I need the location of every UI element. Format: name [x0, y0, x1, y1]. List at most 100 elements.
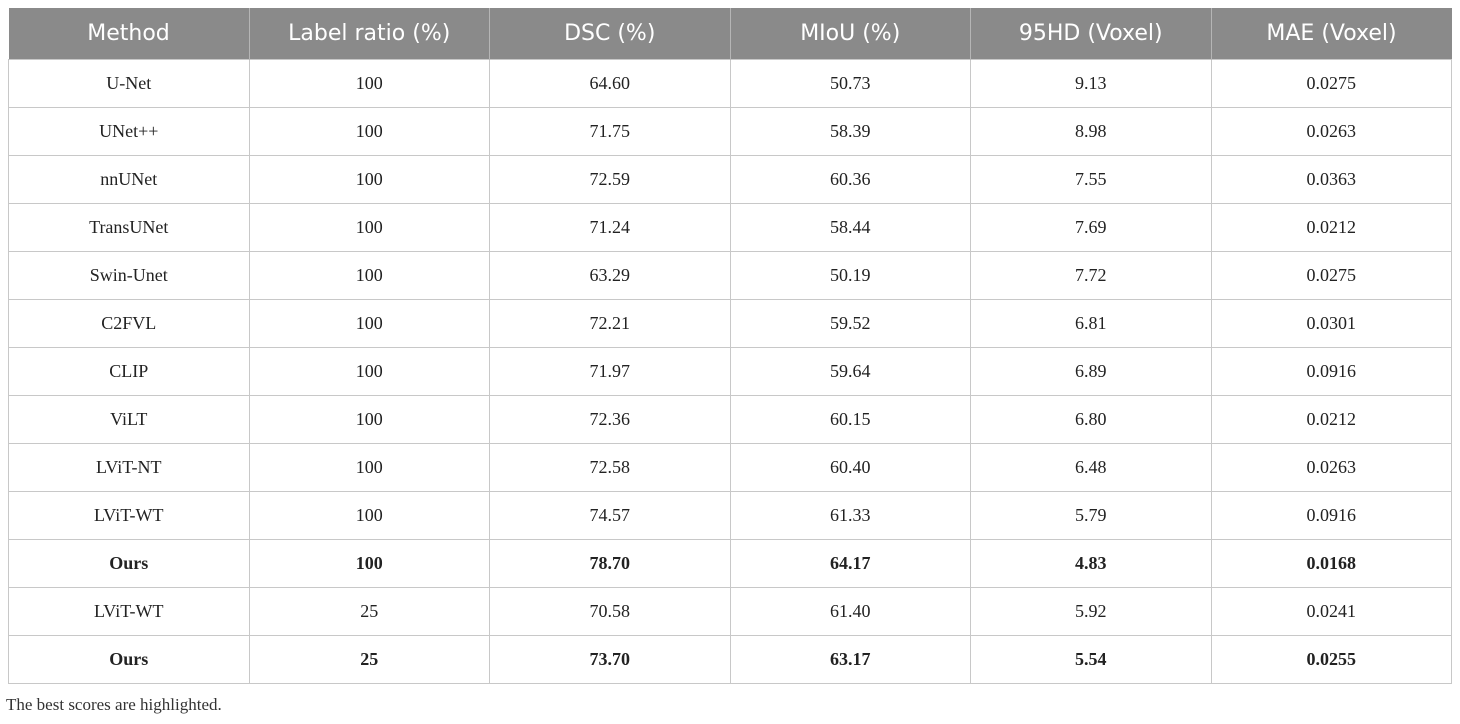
cell-miou: 59.52 [729, 299, 971, 348]
cell-95hd: 6.89 [970, 347, 1212, 396]
cell-method: Ours [8, 635, 250, 684]
cell-95hd: 7.69 [970, 203, 1212, 252]
table-row: Ours 100 78.70 64.17 4.83 0.0168 [8, 539, 1452, 588]
header-dsc: DSC (%) [489, 8, 731, 60]
cell-miou: 61.40 [729, 587, 971, 636]
header-method: Method [8, 8, 250, 60]
cell-mae: 0.0241 [1210, 587, 1452, 636]
cell-label-ratio: 100 [248, 395, 490, 444]
cell-mae: 0.0255 [1210, 635, 1452, 684]
cell-95hd: 6.80 [970, 395, 1212, 444]
cell-method: Swin-Unet [8, 251, 250, 300]
cell-method: ViLT [8, 395, 250, 444]
cell-dsc: 70.58 [489, 587, 731, 636]
cell-label-ratio: 100 [248, 299, 490, 348]
table-row: U-Net 100 64.60 50.73 9.13 0.0275 [8, 59, 1452, 108]
header-row: Method Label ratio (%) DSC (%) MIoU (%) … [8, 8, 1452, 60]
header-95hd: 95HD (Voxel) [970, 8, 1212, 60]
cell-miou: 60.40 [729, 443, 971, 492]
cell-miou: 60.36 [729, 155, 971, 204]
cell-mae: 0.0275 [1210, 251, 1452, 300]
table-row: CLIP 100 71.97 59.64 6.89 0.0916 [8, 347, 1452, 396]
table-footnote: The best scores are highlighted. [6, 695, 222, 714]
cell-miou: 50.19 [729, 251, 971, 300]
cell-dsc: 72.58 [489, 443, 731, 492]
cell-method: U-Net [8, 59, 250, 108]
table-row: C2FVL 100 72.21 59.52 6.81 0.0301 [8, 299, 1452, 348]
header-label-ratio: Label ratio (%) [249, 8, 490, 60]
table-row: LViT-WT 25 70.58 61.40 5.92 0.0241 [8, 587, 1452, 636]
cell-95hd: 7.72 [970, 251, 1212, 300]
cell-label-ratio: 25 [248, 635, 490, 684]
cell-95hd: 5.79 [970, 491, 1212, 540]
cell-miou: 58.44 [729, 203, 971, 252]
cell-label-ratio: 25 [248, 587, 490, 636]
header-mae: MAE (Voxel) [1211, 8, 1452, 60]
cell-mae: 0.0212 [1210, 203, 1452, 252]
cell-miou: 59.64 [729, 347, 971, 396]
results-table-container: Method Label ratio (%) DSC (%) MIoU (%) … [8, 8, 1452, 684]
cell-miou: 64.17 [729, 539, 971, 588]
table-row: nnUNet 100 72.59 60.36 7.55 0.0363 [8, 155, 1452, 204]
cell-miou: 50.73 [729, 59, 971, 108]
cell-label-ratio: 100 [248, 443, 490, 492]
cell-95hd: 9.13 [970, 59, 1212, 108]
cell-mae: 0.0916 [1210, 491, 1452, 540]
cell-miou: 61.33 [729, 491, 971, 540]
cell-method: LViT-WT [8, 491, 250, 540]
results-table: Method Label ratio (%) DSC (%) MIoU (%) … [8, 8, 1452, 684]
cell-95hd: 8.98 [970, 107, 1212, 156]
cell-95hd: 6.81 [970, 299, 1212, 348]
cell-label-ratio: 100 [248, 155, 490, 204]
cell-dsc: 71.97 [489, 347, 731, 396]
cell-95hd: 6.48 [970, 443, 1212, 492]
cell-label-ratio: 100 [248, 539, 490, 588]
cell-method: nnUNet [8, 155, 250, 204]
cell-mae: 0.0263 [1210, 107, 1452, 156]
cell-mae: 0.0212 [1210, 395, 1452, 444]
table-row: LViT-NT 100 72.58 60.40 6.48 0.0263 [8, 443, 1452, 492]
cell-mae: 0.0916 [1210, 347, 1452, 396]
cell-miou: 58.39 [729, 107, 971, 156]
cell-label-ratio: 100 [248, 347, 490, 396]
cell-miou: 60.15 [729, 395, 971, 444]
table-row: LViT-WT 100 74.57 61.33 5.79 0.0916 [8, 491, 1452, 540]
table-row: TransUNet 100 71.24 58.44 7.69 0.0212 [8, 203, 1452, 252]
cell-miou: 63.17 [729, 635, 971, 684]
cell-mae: 0.0301 [1210, 299, 1452, 348]
cell-dsc: 72.21 [489, 299, 731, 348]
cell-dsc: 72.36 [489, 395, 731, 444]
cell-dsc: 73.70 [489, 635, 731, 684]
cell-method: LViT-NT [8, 443, 250, 492]
cell-95hd: 5.54 [970, 635, 1212, 684]
cell-mae: 0.0168 [1210, 539, 1452, 588]
cell-mae: 0.0275 [1210, 59, 1452, 108]
cell-dsc: 72.59 [489, 155, 731, 204]
cell-method: LViT-WT [8, 587, 250, 636]
cell-95hd: 5.92 [970, 587, 1212, 636]
cell-label-ratio: 100 [248, 203, 490, 252]
table-body: U-Net 100 64.60 50.73 9.13 0.0275 UNet++ 100 71.… [8, 59, 1452, 684]
table-row: Ours 25 73.70 63.17 5.54 0.0255 [8, 635, 1452, 684]
cell-95hd: 7.55 [970, 155, 1212, 204]
cell-dsc: 78.70 [489, 539, 731, 588]
cell-dsc: 64.60 [489, 59, 731, 108]
cell-label-ratio: 100 [248, 491, 490, 540]
table-header: Method Label ratio (%) DSC (%) MIoU (%) … [8, 8, 1452, 60]
cell-label-ratio: 100 [248, 59, 490, 108]
table-row: Swin-Unet 100 63.29 50.19 7.72 0.0275 [8, 251, 1452, 300]
cell-method: Ours [8, 539, 250, 588]
cell-mae: 0.0263 [1210, 443, 1452, 492]
cell-label-ratio: 100 [248, 107, 490, 156]
cell-mae: 0.0363 [1210, 155, 1452, 204]
cell-method: CLIP [8, 347, 250, 396]
table-row: ViLT 100 72.36 60.15 6.80 0.0212 [8, 395, 1452, 444]
cell-dsc: 63.29 [489, 251, 731, 300]
cell-method: TransUNet [8, 203, 250, 252]
cell-label-ratio: 100 [248, 251, 490, 300]
cell-dsc: 71.24 [489, 203, 731, 252]
cell-method: C2FVL [8, 299, 250, 348]
header-miou: MIoU (%) [730, 8, 971, 60]
cell-dsc: 71.75 [489, 107, 731, 156]
table-row: UNet++ 100 71.75 58.39 8.98 0.0263 [8, 107, 1452, 156]
